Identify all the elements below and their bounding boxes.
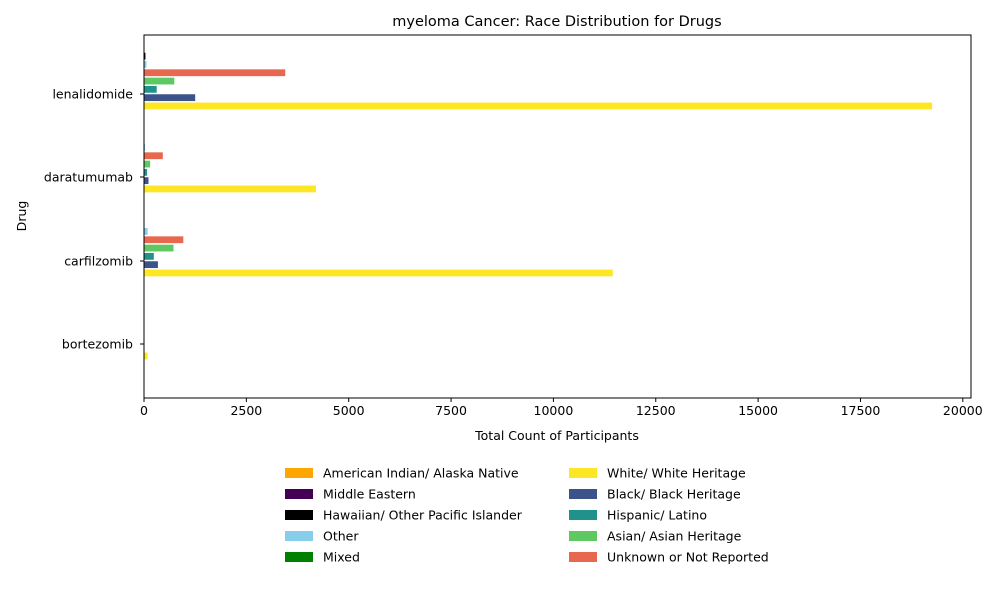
bar-lenalidomide-unknown-or-not-reported <box>144 69 286 77</box>
bar-lenalidomide-hispanic-latino <box>144 85 157 93</box>
legend-label: Black/ Black Heritage <box>607 487 741 502</box>
legend-label: Hispanic/ Latino <box>607 508 707 523</box>
x-tick-label: 5000 <box>333 403 365 418</box>
x-tick-label: 10000 <box>534 403 574 418</box>
legend-swatch <box>285 489 313 499</box>
y-tick-label: bortezomib <box>62 337 133 352</box>
bar-daratumumab-asian-asian-heritage <box>144 160 151 168</box>
x-tick-label: 7500 <box>435 403 467 418</box>
bar-lenalidomide-white-white-heritage <box>144 102 933 110</box>
legend-swatch <box>569 552 597 562</box>
y-tick-label: carfilzomib <box>64 254 133 269</box>
legend-swatch <box>285 510 313 520</box>
bar-bortezomib-white-white-heritage <box>144 352 148 360</box>
y-axis-label: Drug <box>14 201 29 232</box>
legend-label: Mixed <box>323 550 360 565</box>
plot-area <box>144 52 933 360</box>
bar-carfilzomib-unknown-or-not-reported <box>144 236 184 244</box>
x-axis-label: Total Count of Participants <box>474 428 639 443</box>
x-axis: 0 2500 5000 7500 10000 12500 15000 17500 20000 <box>140 398 983 418</box>
bar-carfilzomib-other <box>144 228 148 235</box>
bar-carfilzomib-black-black-heritage <box>144 261 158 269</box>
bar-daratumumab-unknown-or-not-reported <box>144 152 163 160</box>
legend-label: Middle Eastern <box>323 487 416 502</box>
legend-swatch <box>285 468 313 478</box>
legend-label: Asian/ Asian Heritage <box>607 529 742 544</box>
y-tick-label: lenalidomide <box>52 87 133 102</box>
bar-lenalidomide-asian-asian-heritage <box>144 77 175 85</box>
bar-daratumumab-other <box>144 144 146 151</box>
legend-swatch <box>569 531 597 541</box>
x-tick-label: 17500 <box>841 403 881 418</box>
bar-lenalidomide-black-black-heritage <box>144 94 196 102</box>
bar-daratumumab-white-white-heritage <box>144 185 316 193</box>
x-tick-label: 12500 <box>636 403 676 418</box>
plot-frame <box>143 34 972 399</box>
legend-label: Hawaiian/ Other Pacific Islander <box>323 508 523 523</box>
legend-label: Other <box>323 529 359 544</box>
bar-carfilzomib-white-white-heritage <box>144 269 613 277</box>
bar-lenalidomide-hawaiian-other-pacific-islander <box>144 52 146 60</box>
bar-daratumumab-black-black-heritage <box>144 177 149 185</box>
legend-label: Unknown or Not Reported <box>607 550 769 565</box>
x-tick-label: 20000 <box>943 403 983 418</box>
x-tick-label: 2500 <box>230 403 262 418</box>
legend-label: American Indian/ Alaska Native <box>323 466 519 481</box>
legend-swatch <box>569 489 597 499</box>
bar-lenalidomide-other <box>144 61 147 68</box>
bar-carfilzomib-asian-asian-heritage <box>144 244 174 252</box>
legend: American Indian/ Alaska Native Middle Eas… <box>285 466 769 565</box>
bar-daratumumab-hispanic-latino <box>144 168 148 176</box>
y-axis: lenalidomide daratumumab carfilzomib bortez… <box>44 87 144 352</box>
legend-swatch <box>285 531 313 541</box>
chart-title: myeloma Cancer: Race Distribution for Dr… <box>392 14 721 30</box>
legend-label: White/ White Heritage <box>607 466 746 481</box>
y-tick-label: daratumumab <box>44 170 133 185</box>
x-tick-label: 15000 <box>738 403 778 418</box>
legend-swatch <box>569 510 597 520</box>
bar-carfilzomib-hispanic-latino <box>144 252 154 260</box>
legend-swatch <box>569 468 597 478</box>
x-tick-label: 0 <box>140 403 148 418</box>
legend-swatch <box>285 552 313 562</box>
